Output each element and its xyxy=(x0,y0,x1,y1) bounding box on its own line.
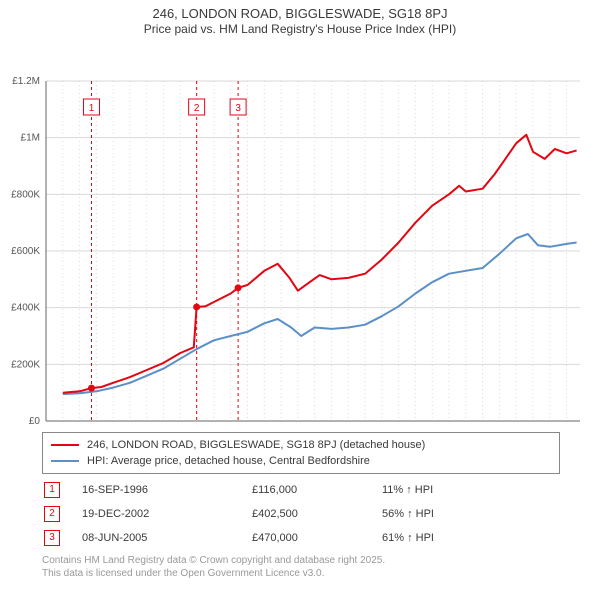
legend-item: HPI: Average price, detached house, Cent… xyxy=(43,453,559,469)
legend-item: 246, LONDON ROAD, BIGGLESWADE, SG18 8PJ … xyxy=(43,437,559,453)
legend-swatch xyxy=(51,444,79,446)
txn-date: 08-JUN-2005 xyxy=(82,532,252,544)
table-row: 3 08-JUN-2005 £470,000 61% ↑ HPI xyxy=(42,526,558,550)
svg-text:£800K: £800K xyxy=(11,190,40,201)
legend-label: HPI: Average price, detached house, Cent… xyxy=(87,455,370,467)
title-line2: Price paid vs. HM Land Registry's House … xyxy=(0,22,600,37)
svg-text:£600K: £600K xyxy=(11,246,40,257)
attribution: Contains HM Land Registry data © Crown c… xyxy=(42,554,558,580)
svg-text:£200K: £200K xyxy=(11,360,40,371)
txn-price: £116,000 xyxy=(252,484,382,496)
txn-price: £470,000 xyxy=(252,532,382,544)
attribution-line1: Contains HM Land Registry data © Crown c… xyxy=(42,554,558,567)
chart-title: 246, LONDON ROAD, BIGGLESWADE, SG18 8PJ … xyxy=(0,0,600,37)
table-row: 2 19-DEC-2002 £402,500 56% ↑ HPI xyxy=(42,502,558,526)
txn-date: 19-DEC-2002 xyxy=(82,508,252,520)
table-row: 1 16-SEP-1996 £116,000 11% ↑ HPI xyxy=(42,478,558,502)
txn-hpi: 11% ↑ HPI xyxy=(382,484,522,496)
svg-text:£1.2M: £1.2M xyxy=(12,76,40,87)
txn-price: £402,500 xyxy=(252,508,382,520)
attribution-line2: This data is licensed under the Open Gov… xyxy=(42,567,558,580)
svg-text:£400K: £400K xyxy=(11,303,40,314)
svg-text:2: 2 xyxy=(194,103,200,114)
txn-date: 16-SEP-1996 xyxy=(82,484,252,496)
txn-hpi: 61% ↑ HPI xyxy=(382,532,522,544)
legend: 246, LONDON ROAD, BIGGLESWADE, SG18 8PJ … xyxy=(42,432,560,474)
svg-text:£0: £0 xyxy=(29,416,41,427)
title-line1: 246, LONDON ROAD, BIGGLESWADE, SG18 8PJ xyxy=(0,6,600,22)
svg-text:1: 1 xyxy=(89,103,95,114)
price-chart: £0£200K£400K£600K£800K£1M£1.2M1994199519… xyxy=(0,37,600,427)
marker-badge: 3 xyxy=(44,530,60,546)
legend-swatch xyxy=(51,460,79,462)
svg-text:£1M: £1M xyxy=(21,133,40,144)
marker-badge: 2 xyxy=(44,506,60,522)
svg-text:3: 3 xyxy=(235,103,241,114)
transactions-table: 1 16-SEP-1996 £116,000 11% ↑ HPI 2 19-DE… xyxy=(42,478,558,550)
txn-hpi: 56% ↑ HPI xyxy=(382,508,522,520)
legend-label: 246, LONDON ROAD, BIGGLESWADE, SG18 8PJ … xyxy=(87,439,425,451)
marker-badge: 1 xyxy=(44,482,60,498)
